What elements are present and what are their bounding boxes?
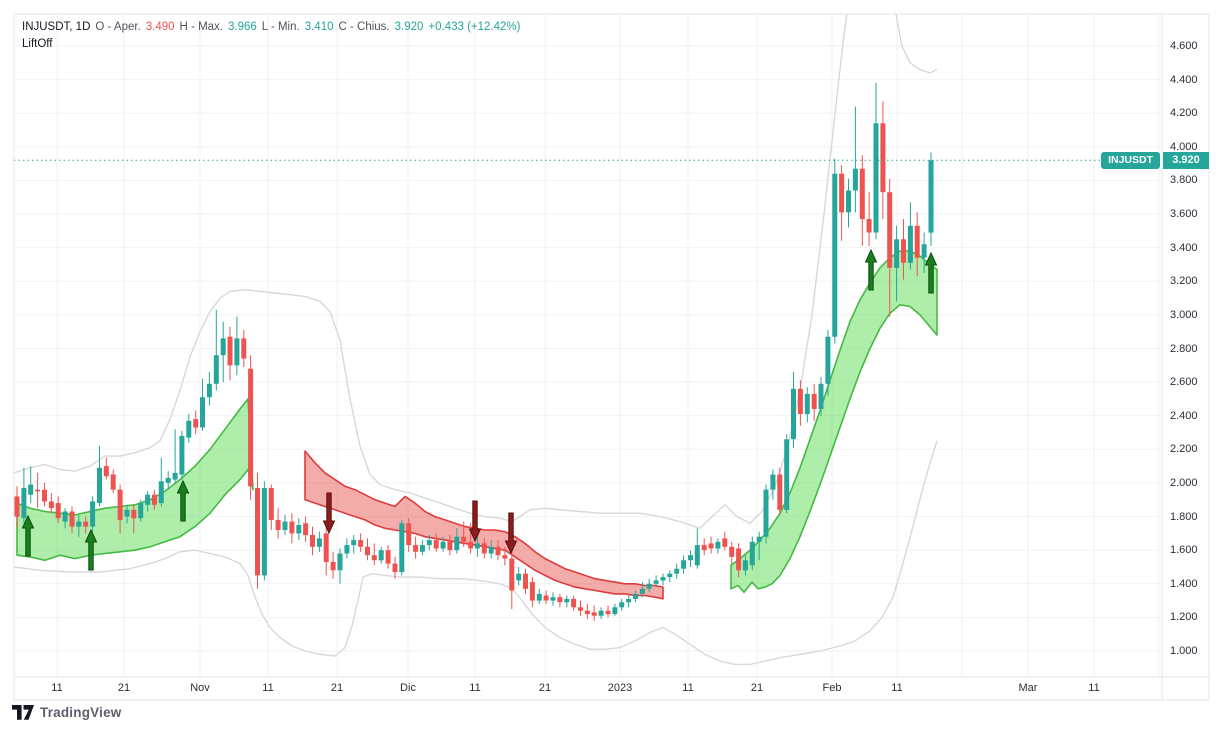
time-axis-label: 21: [117, 682, 131, 694]
price-axis-label: 4.400: [1170, 73, 1198, 86]
legend-low-value: 3.410: [304, 21, 334, 33]
time-axis-label: 11: [51, 682, 63, 694]
last-price-axis-tag: 3.920: [1163, 151, 1209, 169]
tradingview-logo-icon: [12, 705, 34, 720]
legend-open-value: 3.490: [145, 21, 175, 33]
sell-signal-arrow-down: [468, 500, 482, 543]
price-axis-label: 1.400: [1170, 577, 1198, 590]
sell-signal-arrow-down: [322, 492, 336, 535]
legend-high-value: 3.966: [228, 21, 257, 33]
price-axis-label: 2.800: [1170, 342, 1198, 355]
time-axis-label: 11: [469, 682, 481, 694]
price-axis-label: 4.600: [1170, 40, 1198, 52]
price-axis-label: 4.000: [1170, 140, 1198, 153]
pane-borders: [13, 13, 1210, 701]
time-axis-label: Mar: [1018, 682, 1038, 694]
time-axis-label: 2023: [607, 682, 633, 694]
price-axis-label: 3.800: [1170, 174, 1198, 187]
time-axis-label: Dic: [400, 682, 416, 694]
sell-signal-arrow-down: [504, 512, 518, 555]
legend-change-value: +0.433 (+12.42%): [428, 21, 521, 33]
time-axis-label: Feb: [822, 682, 842, 694]
indicator-legend-liftoff[interactable]: LiftOff: [22, 38, 53, 50]
candlestick-series: [14, 83, 934, 621]
legend-high-label: H - Max.: [179, 21, 223, 33]
legend-symbol-title[interactable]: INJUSDT, 1D: [22, 21, 91, 33]
grid-vertical: [56, 14, 1160, 677]
buy-signal-arrow-up: [84, 528, 98, 571]
time-axis-label: 11: [1088, 682, 1100, 694]
price-axis-label: 2.200: [1170, 443, 1198, 456]
buy-signal-arrow-up: [924, 251, 938, 294]
liftoff-signal-arrows: [21, 248, 938, 571]
last-price-symbol-tag: INJUSDT: [1101, 151, 1160, 169]
buy-signal-arrow-up: [176, 479, 190, 522]
liftoff-ribbon-green-2: [730, 250, 938, 594]
legend-close-value: 3.920: [394, 21, 424, 33]
price-axis-label: 2.400: [1170, 409, 1198, 422]
buy-signal-arrow-up: [864, 248, 878, 291]
time-axis-label: 11: [682, 682, 694, 694]
buy-signal-arrow-up: [21, 514, 35, 557]
price-axis-label: 2.000: [1170, 476, 1198, 489]
legend-low-label: L - Min.: [261, 21, 300, 33]
price-axis-label: 1.800: [1170, 510, 1198, 523]
price-axis-label: 1.600: [1170, 544, 1198, 557]
time-axis-label: Nov: [190, 682, 210, 694]
time-axis[interactable]: 11 21 Nov 11 21 Dic 11 21 2023 11 21 Feb 11 Mar 11: [14, 677, 1208, 700]
liftoff-ribbon-green-1: [16, 398, 254, 562]
tradingview-attribution[interactable]: TradingView: [12, 705, 121, 720]
time-axis-label: 11: [262, 682, 274, 694]
price-axis-label: 3.200: [1170, 275, 1198, 288]
tradingview-brand-text: TradingView: [40, 705, 122, 720]
price-axis-label: 2.600: [1170, 376, 1198, 389]
time-axis-label: 11: [891, 682, 903, 694]
price-axis-label: 3.400: [1170, 241, 1198, 254]
price-axis-label: 1.000: [1170, 645, 1198, 657]
price-axis-label: 4.200: [1170, 107, 1198, 120]
legend-open-label: O - Aper.: [95, 21, 141, 33]
envelope-lower-band: [14, 440, 938, 666]
price-axis-label: 1.200: [1170, 611, 1198, 624]
grid-horizontal: [14, 45, 1162, 652]
price-axis[interactable]: 4.600 4.400 4.200 4.000 3.800 3.600 3.400 3.200…: [1162, 14, 1220, 677]
time-axis-label: 21: [538, 682, 552, 694]
chart-legend: INJUSDT, 1D O - Aper. 3.490 H - Max. 3.9…: [22, 21, 520, 33]
price-axis-label: 3.600: [1170, 208, 1198, 221]
time-axis-label: 21: [750, 682, 764, 694]
time-axis-label: 21: [330, 682, 344, 694]
price-axis-label: 3.000: [1170, 308, 1198, 321]
liftoff-ribbon-red: [304, 450, 664, 600]
legend-close-label: C - Chius.: [338, 21, 390, 33]
